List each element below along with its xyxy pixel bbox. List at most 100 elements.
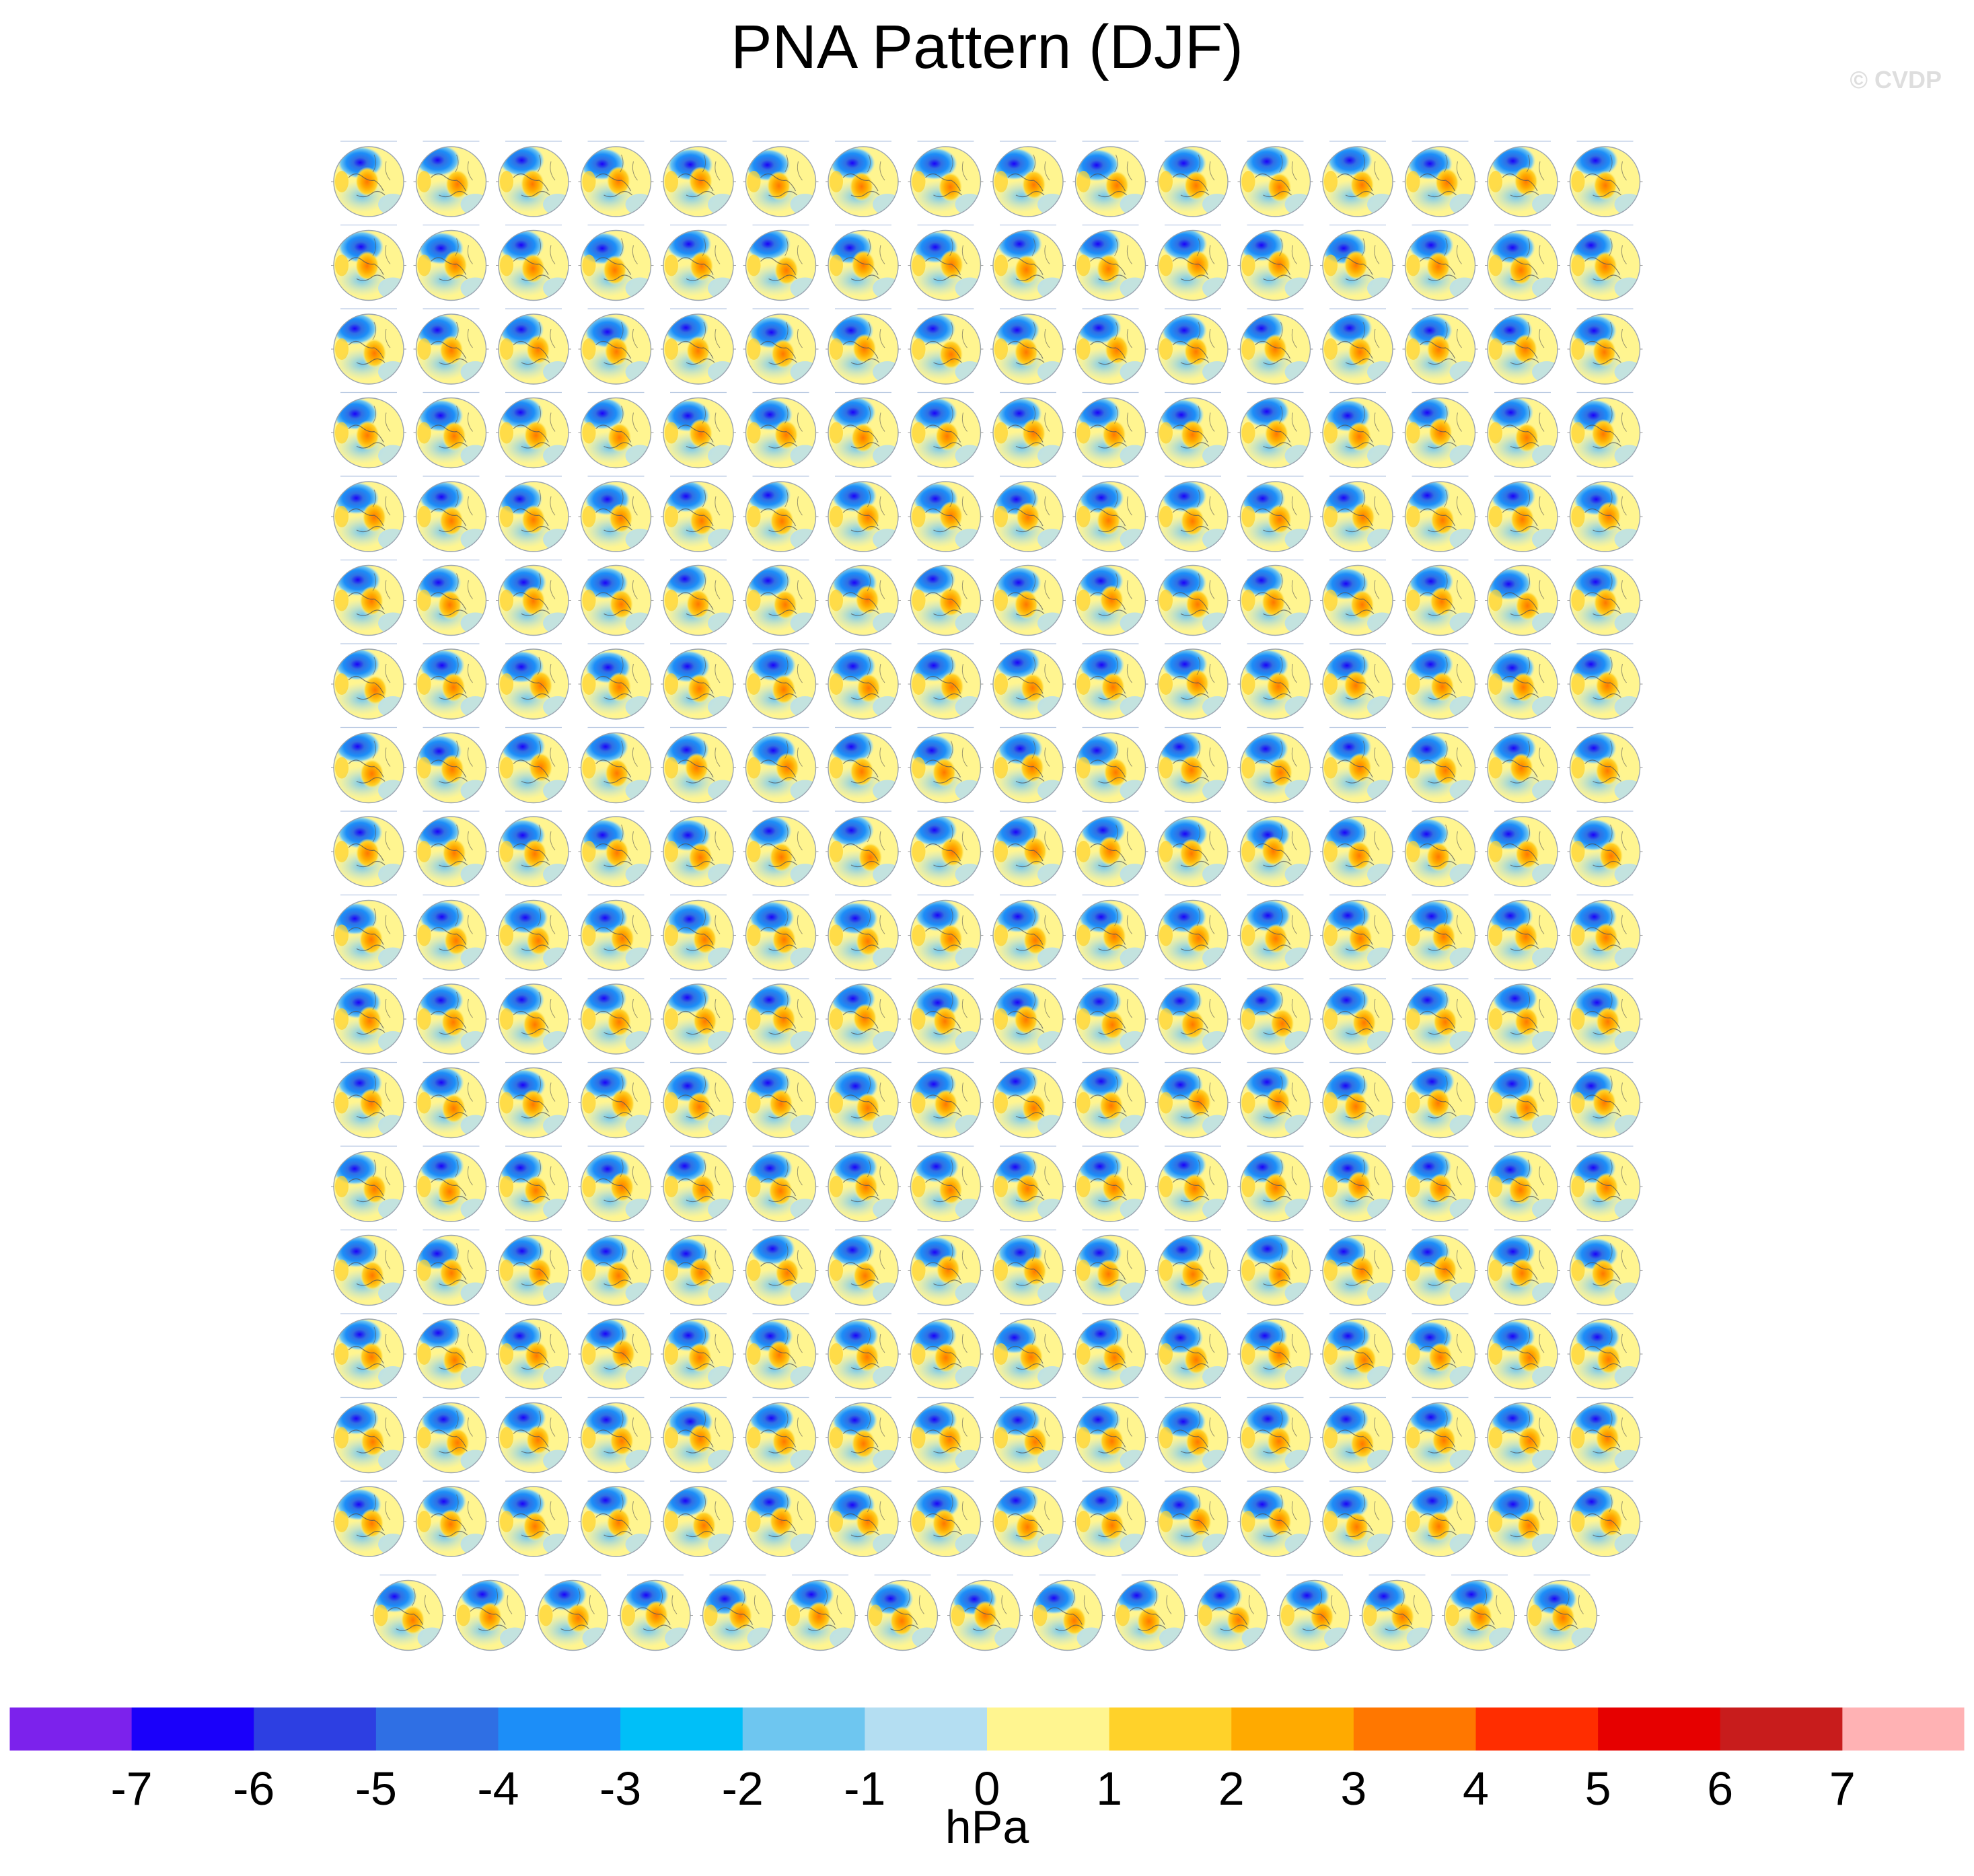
map-panel	[1072, 811, 1148, 887]
map-panel	[1485, 1229, 1560, 1306]
map-panel	[1402, 1396, 1478, 1474]
map-panel	[661, 308, 736, 385]
map-panel	[1320, 308, 1395, 385]
colorbar-tick-label: -5	[355, 1762, 397, 1815]
map-panel	[990, 1396, 1066, 1474]
map-panel	[743, 391, 819, 469]
map-panel	[826, 1229, 901, 1306]
map-panel	[947, 1574, 1023, 1651]
map-panel	[1567, 559, 1643, 636]
map-panel	[1567, 141, 1643, 217]
map-panel	[1402, 308, 1478, 385]
map-panel	[1237, 978, 1313, 1055]
watermark: © CVDP	[1850, 66, 1942, 93]
map-panel	[1485, 726, 1560, 804]
map-panel	[413, 1313, 489, 1390]
map-panel	[990, 391, 1066, 469]
map-panel	[1320, 476, 1395, 552]
map-panel	[1485, 811, 1560, 887]
map-panel	[1567, 811, 1643, 887]
colorbar-frame	[9, 1706, 1965, 1752]
map-panel-grid	[331, 141, 1643, 1651]
map-panel	[661, 224, 736, 301]
map-panel	[1567, 978, 1643, 1055]
map-panel	[535, 1574, 611, 1651]
map-panel	[578, 1229, 654, 1306]
map-panel	[908, 391, 984, 469]
map-panel	[578, 141, 654, 217]
map-panel	[331, 726, 406, 804]
map-panel	[826, 978, 901, 1055]
map-panel	[370, 1574, 446, 1651]
map-panel	[826, 1480, 901, 1557]
colorbar-bin	[1353, 1707, 1476, 1751]
map-panel	[1237, 894, 1313, 971]
map-panel	[1155, 476, 1231, 552]
map-panel	[1072, 224, 1148, 301]
map-panel	[1359, 1574, 1435, 1651]
map-panel	[1072, 726, 1148, 804]
map-panel	[331, 1146, 406, 1222]
map-panel	[990, 1146, 1066, 1222]
map-panel	[990, 1061, 1066, 1139]
map-panel	[453, 1574, 528, 1651]
map-panel	[743, 643, 819, 720]
map-panel	[1237, 726, 1313, 804]
map-panel	[1237, 308, 1313, 385]
map-panel	[990, 643, 1066, 720]
map-panel	[1320, 1146, 1395, 1222]
map-panel	[743, 1313, 819, 1390]
map-panel	[331, 1396, 406, 1474]
map-panel	[1112, 1574, 1187, 1651]
map-panel	[1402, 726, 1478, 804]
map-panel	[1072, 1396, 1148, 1474]
colorbar-tick-label: 3	[1340, 1762, 1366, 1815]
colorbar-tick-label: 6	[1707, 1762, 1733, 1815]
map-panel	[331, 224, 406, 301]
map-panel	[1237, 141, 1313, 217]
colorbar-bin	[865, 1707, 988, 1751]
map-panel	[743, 224, 819, 301]
colorbar-bin	[9, 1707, 133, 1751]
map-panel	[990, 1480, 1066, 1557]
map-panel	[1072, 894, 1148, 971]
map-panel	[661, 391, 736, 469]
colorbar-tick-label: -2	[722, 1762, 764, 1815]
colorbar-tick-label: 7	[1829, 1762, 1856, 1815]
map-panel	[1320, 1061, 1395, 1139]
map-panel	[331, 643, 406, 720]
map-panel	[1277, 1574, 1352, 1651]
map-panel	[826, 308, 901, 385]
map-panel	[908, 141, 984, 217]
map-panel	[496, 1396, 571, 1474]
map-panel	[578, 476, 654, 552]
map-panel	[1485, 476, 1560, 552]
map-panel	[496, 978, 571, 1055]
colorbar-bin	[131, 1707, 254, 1751]
map-panel	[1402, 559, 1478, 636]
map-panel	[1237, 476, 1313, 552]
colorbar-tick-label: -6	[233, 1762, 275, 1815]
map-panel	[1237, 1396, 1313, 1474]
map-panel	[331, 1313, 406, 1390]
map-panel	[743, 1229, 819, 1306]
map-panel	[1072, 391, 1148, 469]
map-panel	[1320, 1480, 1395, 1557]
map-panel	[908, 1313, 984, 1390]
map-panel	[990, 1313, 1066, 1390]
colorbar-bin	[1842, 1707, 1965, 1751]
map-panel	[826, 391, 901, 469]
colorbar-bin	[1475, 1707, 1599, 1751]
map-panel	[331, 476, 406, 552]
map-panel	[1320, 643, 1395, 720]
map-panel	[1155, 559, 1231, 636]
map-panel	[1155, 726, 1231, 804]
map-panel	[1072, 1146, 1148, 1222]
colorbar-bin	[1109, 1707, 1232, 1751]
map-panel	[661, 1313, 736, 1390]
map-panel	[1320, 1229, 1395, 1306]
map-panel	[990, 894, 1066, 971]
map-panel	[578, 224, 654, 301]
map-panel	[1237, 1229, 1313, 1306]
map-panel	[331, 978, 406, 1055]
